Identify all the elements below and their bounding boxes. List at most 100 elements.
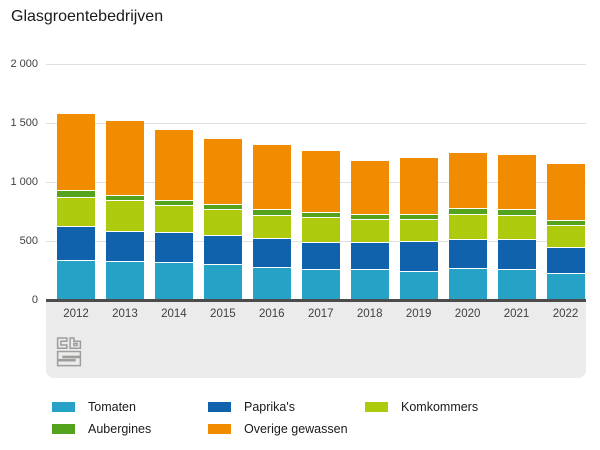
x-axis-line	[46, 298, 586, 302]
bar-segment-paprikas-2015	[203, 235, 242, 266]
bar-segment-aubergines-2020	[448, 209, 487, 216]
bar-segment-komkommers-2020	[448, 215, 487, 240]
x-axis-label: 2019	[405, 308, 432, 320]
bar-segment-tomaten-2016	[252, 268, 291, 300]
bar-segment-tomaten-2018	[350, 270, 389, 300]
legend-label: Tomaten	[88, 400, 136, 414]
bar-segment-paprikas-2014	[154, 233, 193, 264]
legend-swatch-komkommers	[365, 402, 388, 412]
bar-segment-paprikas-2022	[546, 248, 585, 274]
bar-segment-paprikas-2020	[448, 239, 487, 270]
bar-2013	[105, 121, 144, 300]
bar-segment-overige-2016	[252, 144, 291, 210]
cbs-logo-icon	[56, 337, 82, 367]
bar-segment-aubergines-2015	[203, 205, 242, 211]
bar-segment-paprikas-2012	[57, 227, 95, 262]
x-axis-label: 2016	[259, 308, 285, 320]
x-axis-label: 2014	[161, 308, 187, 320]
bar-2022	[546, 164, 585, 300]
x-axis-label: 2012	[63, 308, 89, 320]
x-axis-label: 2018	[356, 308, 383, 320]
axis-footer-band	[46, 301, 586, 378]
bar-2018	[350, 161, 389, 300]
chart-title: Glasgroentebedrijven	[11, 8, 164, 25]
bar-segment-tomaten-2017	[301, 269, 340, 300]
bar-segment-aubergines-2022	[546, 220, 585, 227]
legend-label: Paprika's	[244, 400, 296, 414]
bar-2017	[301, 151, 340, 300]
bar-segment-komkommers-2018	[350, 220, 389, 243]
x-axis-label: 2015	[210, 308, 236, 320]
bar-segment-komkommers-2013	[105, 201, 144, 232]
legend-item-tomaten: Tomaten	[52, 401, 136, 413]
bar-segment-tomaten-2021	[497, 269, 536, 300]
bar-segment-overige-2020	[448, 153, 487, 210]
bar-segment-aubergines-2017	[301, 212, 340, 218]
bar-segment-paprikas-2018	[350, 242, 389, 271]
legend-swatch-aubergines	[52, 424, 75, 434]
bar-segment-paprikas-2017	[301, 242, 340, 270]
y-axis-label: 2 000	[10, 58, 38, 70]
gridline	[46, 64, 586, 65]
bar-segment-aubergines-2013	[105, 195, 144, 202]
bar-segment-aubergines-2014	[154, 200, 193, 207]
bar-segment-tomaten-2020	[448, 269, 487, 300]
bar-segment-komkommers-2021	[497, 215, 536, 241]
legend-item-komkommers: Komkommers	[365, 401, 478, 413]
legend-item-overige: Overige gewassen	[208, 423, 348, 435]
bar-2012	[57, 113, 95, 300]
legend-label: Aubergines	[88, 422, 152, 436]
bar-segment-paprikas-2013	[105, 231, 144, 263]
bar-segment-tomaten-2019	[399, 271, 438, 300]
legend-item-paprikas: Paprika's	[208, 401, 295, 413]
y-axis-label: 0	[31, 294, 38, 306]
x-axis-label: 2022	[552, 308, 579, 320]
bar-segment-tomaten-2014	[154, 263, 193, 300]
x-axis-label: 2017	[307, 308, 334, 320]
legend-label: Komkommers	[401, 400, 479, 414]
bar-segment-tomaten-2015	[203, 265, 242, 300]
bar-segment-overige-2018	[350, 161, 389, 216]
bar-segment-komkommers-2022	[546, 226, 585, 249]
stacked-bar-plot: 0 500 1 000 1 500 2 000 2012 2013 2014 2015 2016 2…	[10, 58, 586, 378]
bar-2019	[399, 157, 438, 300]
bar-segment-overige-2021	[497, 154, 536, 210]
bar-segment-tomaten-2022	[546, 274, 585, 300]
legend-swatch-overige	[208, 424, 231, 434]
bar-segment-komkommers-2019	[399, 220, 438, 243]
bar-segment-tomaten-2012	[57, 261, 95, 300]
legend-item-aubergines: Aubergines	[52, 423, 151, 435]
bar-2016	[252, 144, 291, 300]
bar-segment-paprikas-2019	[399, 242, 438, 272]
bar-segment-overige-2022	[546, 164, 585, 221]
bar-2014	[154, 130, 193, 300]
bar-2020	[448, 153, 487, 300]
bar-segment-tomaten-2013	[105, 262, 144, 300]
legend-swatch-tomaten	[52, 402, 75, 412]
bar-segment-komkommers-2015	[203, 210, 242, 236]
chart-legend: Tomaten Paprika's Komkommers Aubergines Over…	[0, 0, 600, 435]
bar-segment-komkommers-2017	[301, 217, 340, 243]
x-axis-label: 2021	[503, 308, 530, 320]
y-axis-label: 1 500	[10, 117, 38, 129]
bar-segment-aubergines-2016	[252, 209, 291, 216]
bar-segment-overige-2019	[399, 157, 438, 216]
bar-segment-overige-2017	[301, 151, 340, 213]
bar-segment-komkommers-2014	[154, 206, 193, 234]
bar-segment-aubergines-2012	[57, 191, 95, 198]
bar-segment-paprikas-2021	[497, 240, 536, 270]
bar-2021	[497, 154, 536, 300]
bar-segment-paprikas-2016	[252, 239, 291, 269]
bar-segment-aubergines-2018	[350, 215, 389, 221]
y-axis-label: 1 000	[10, 176, 38, 188]
bar-segment-overige-2012	[57, 113, 95, 192]
bar-segment-komkommers-2016	[252, 215, 291, 240]
bar-segment-overige-2013	[105, 121, 144, 196]
bar-segment-aubergines-2021	[497, 209, 536, 216]
bar-2015	[203, 138, 242, 300]
bar-segment-aubergines-2019	[399, 215, 438, 221]
bar-segment-overige-2014	[154, 130, 193, 201]
y-axis-label: 500	[19, 235, 38, 247]
x-axis-label: 2020	[454, 308, 481, 320]
